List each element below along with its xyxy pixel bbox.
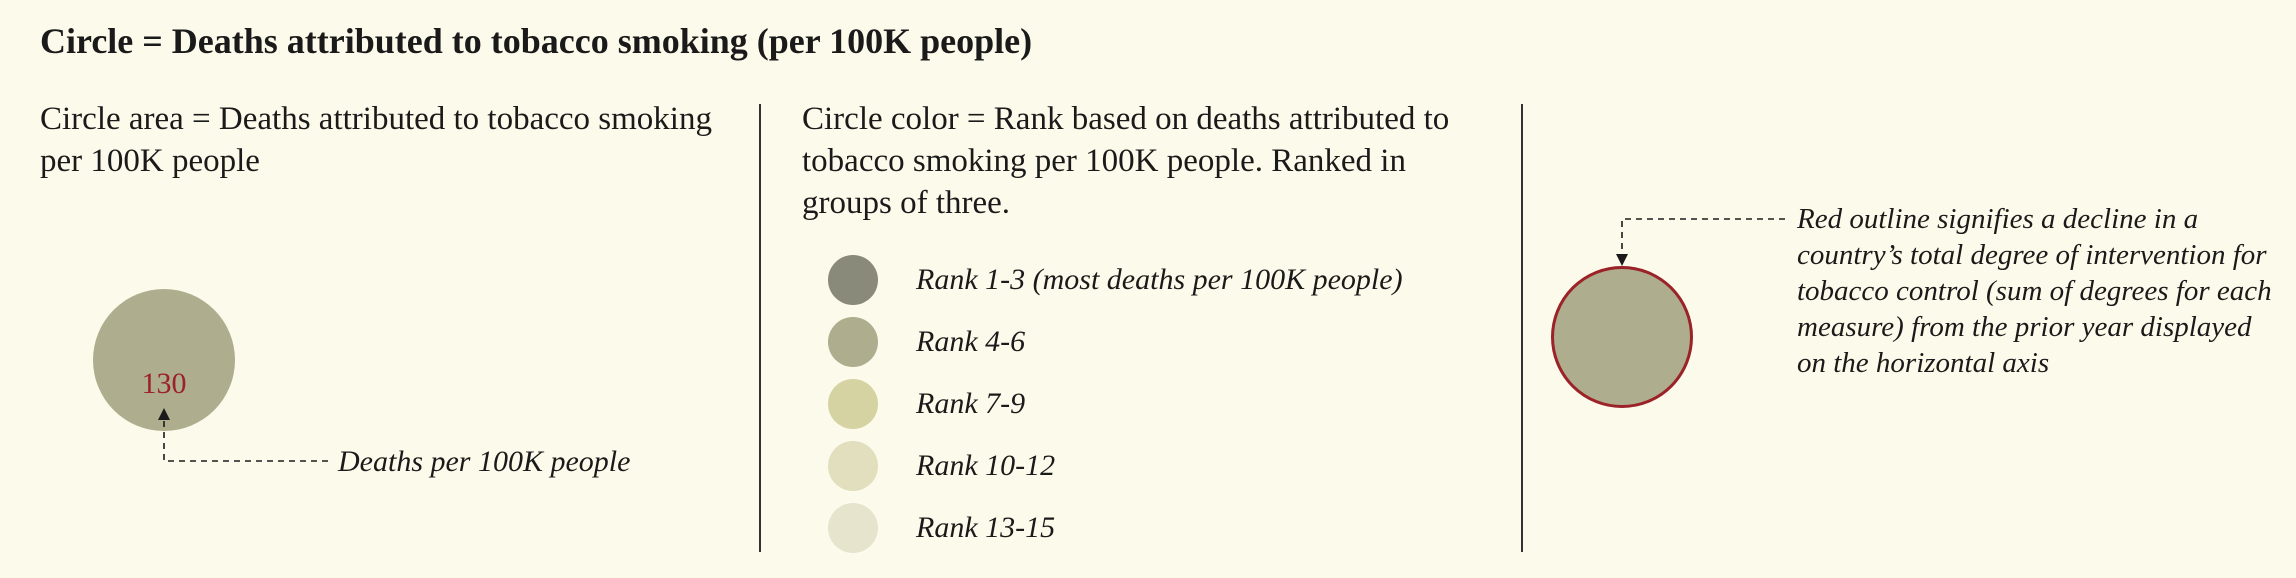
decline-note-connector	[1621, 218, 1785, 258]
decline-note: Red outline signifies a decline in a cou…	[1797, 203, 2272, 379]
divider-right	[1521, 104, 1523, 552]
color-description: Circle color = Rank based on deaths attr…	[802, 101, 1450, 221]
decline-example-circle	[1551, 266, 1693, 408]
rank-swatch-4	[828, 441, 878, 491]
size-example-circle	[93, 289, 235, 431]
size-annotation: Deaths per 100K people	[338, 445, 631, 478]
size-description: Circle area = Deaths attributed to tobac…	[40, 101, 712, 179]
divider-left	[759, 104, 761, 552]
rank-swatch-3	[828, 379, 878, 429]
rank-swatch-5	[828, 503, 878, 553]
rank-label-2: Rank 4-6	[916, 325, 1026, 358]
rank-swatch-1	[828, 255, 878, 305]
rank-label-3: Rank 7-9	[916, 387, 1026, 420]
rank-swatch-2	[828, 317, 878, 367]
rank-label-5: Rank 13-15	[916, 511, 1056, 544]
size-example-value: 130	[141, 367, 187, 400]
decline-note-arrowhead	[1616, 254, 1628, 266]
rank-label-1: Rank 1-3 (most deaths per 100K people)	[916, 263, 1403, 296]
rank-label-4: Rank 10-12	[916, 449, 1056, 482]
legend-title: Circle = Deaths attributed to tobacco sm…	[40, 21, 1033, 61]
